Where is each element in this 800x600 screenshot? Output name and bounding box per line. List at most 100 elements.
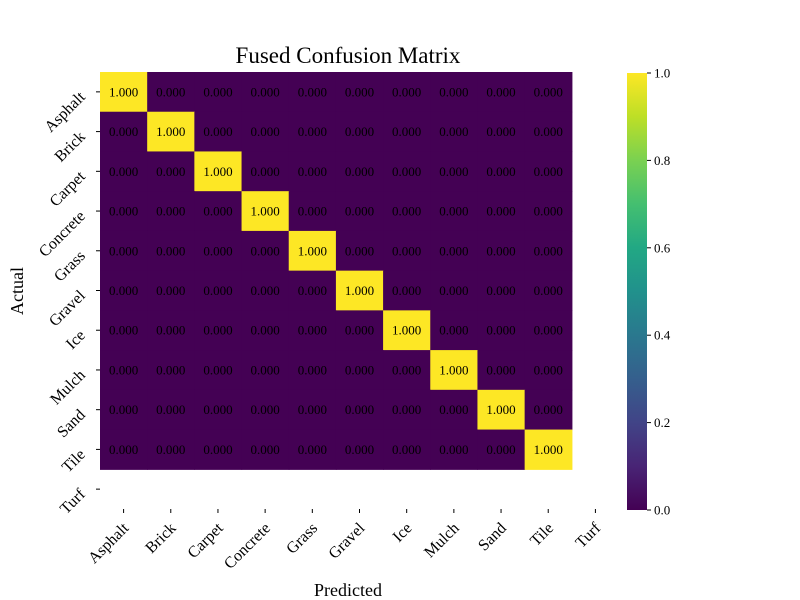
cell-value-label: 0.000 (203, 204, 232, 219)
cell-value-label: 0.000 (534, 402, 563, 417)
cell-value-label: 0.000 (251, 283, 280, 298)
cell-value-label: 0.000 (486, 124, 515, 139)
cell-value-label: 0.000 (534, 362, 563, 377)
x-tick-label: Brick (142, 520, 179, 557)
cell-value-label: 0.000 (534, 164, 563, 179)
cell-value-label: 0.000 (439, 164, 468, 179)
heatmap-cell (288, 429, 337, 470)
heatmap-cell (430, 270, 479, 311)
cell-value-label: 0.000 (392, 402, 421, 417)
y-tick-label: Turf (57, 485, 89, 517)
cell-value-label: 0.000 (203, 362, 232, 377)
cell-value-label: 0.000 (439, 84, 468, 99)
heatmap-cell (430, 389, 479, 431)
cell-value-label: 0.000 (298, 283, 327, 298)
cell-value-label: 0.000 (534, 204, 563, 219)
heatmap-cell (100, 270, 148, 311)
heatmap-cell (147, 111, 195, 153)
cell-value-label: 0.000 (534, 283, 563, 298)
cell-value-label: 0.000 (156, 283, 185, 298)
heatmap-cell (477, 230, 526, 272)
heatmap-cell (524, 270, 573, 311)
heatmap-cell (335, 191, 384, 232)
heatmap-cell (383, 151, 431, 192)
heatmap-cell (147, 230, 195, 272)
cell-value-label: 0.000 (486, 442, 515, 457)
heatmap-cell (524, 151, 573, 192)
cell-value-label: 0.000 (345, 362, 374, 377)
heatmap-cell (477, 151, 526, 192)
heatmap-cell (383, 429, 431, 470)
heatmap-cell (335, 429, 384, 470)
heatmap-cell (241, 151, 290, 192)
colorbar-tick-label: 0.2 (654, 415, 670, 430)
y-tick-label: Grass (51, 248, 89, 286)
cell-value-label: 1.000 (109, 84, 138, 99)
y-axis-label: Actual (7, 267, 27, 315)
cell-value-label: 1.000 (392, 323, 421, 338)
colorbar-tick-label: 0.0 (654, 503, 670, 518)
cell-value-label: 1.000 (439, 362, 468, 377)
cell-value-label: 0.000 (392, 164, 421, 179)
heatmap-cell (194, 230, 243, 272)
cell-value-label: 0.000 (439, 323, 468, 338)
cell-value-label: 0.000 (392, 124, 421, 139)
heatmap-cell (288, 350, 337, 391)
chart-title: Fused Confusion Matrix (236, 43, 461, 68)
heatmap-cell (430, 230, 479, 272)
heatmap-cell (241, 389, 290, 431)
heatmap-cell (430, 191, 479, 232)
y-tick-label: Sand (54, 406, 89, 441)
cell-value-label: 0.000 (534, 84, 563, 99)
cell-value-label: 1.000 (156, 124, 185, 139)
heatmap-cell (147, 429, 195, 470)
heatmap-cell (335, 389, 384, 431)
heatmap-cell (335, 151, 384, 192)
colorbar-tick-label: 1.0 (654, 66, 670, 81)
heatmap-cell (288, 151, 337, 192)
heatmap-cell (430, 72, 479, 113)
cell-value-label: 0.000 (345, 84, 374, 99)
cell-value-label: 0.000 (534, 243, 563, 258)
heatmap-cell (288, 270, 337, 311)
cell-value-label: 0.000 (345, 164, 374, 179)
heatmap-cell (288, 111, 337, 153)
cell-value-label: 0.000 (298, 442, 327, 457)
heatmap-cell (524, 429, 573, 470)
cell-value-label: 0.000 (486, 164, 515, 179)
heatmap-cell (524, 72, 573, 113)
heatmap-cell (147, 151, 195, 192)
heatmap-cell (524, 350, 573, 391)
heatmap-cell (477, 191, 526, 232)
x-tick-label: Gravel (326, 519, 369, 562)
cell-value-label: 0.000 (156, 243, 185, 258)
x-tick-label: Turf (573, 519, 605, 551)
cell-value-label: 0.000 (251, 124, 280, 139)
heatmap-cell (147, 72, 195, 113)
heatmap-cell (383, 389, 431, 431)
heatmap-cell (100, 111, 148, 153)
cell-value-label: 1.000 (534, 442, 563, 457)
cell-value-label: 0.000 (392, 442, 421, 457)
cell-value-label: 0.000 (203, 402, 232, 417)
cell-value-label: 0.000 (109, 442, 138, 457)
cell-value-label: 0.000 (345, 323, 374, 338)
heatmap-cell (335, 350, 384, 391)
heatmap-cell (477, 350, 526, 391)
heatmap-cell (147, 310, 195, 351)
cell-value-label: 1.000 (251, 204, 280, 219)
cell-value-label: 0.000 (156, 402, 185, 417)
y-tick-label: Ice (63, 327, 89, 353)
heatmap-cell (100, 429, 148, 470)
heatmap-cell (241, 350, 290, 391)
heatmap-cell (383, 310, 431, 351)
heatmap-cell (477, 429, 526, 470)
cell-value-label: 0.000 (203, 243, 232, 258)
heatmap-cell (477, 310, 526, 351)
heatmap-cell (524, 230, 573, 272)
x-tick-label: Sand (475, 520, 510, 555)
cell-value-label: 0.000 (486, 204, 515, 219)
colorbar-tick-label: 0.8 (654, 153, 670, 168)
cell-value-label: 1.000 (345, 283, 374, 298)
